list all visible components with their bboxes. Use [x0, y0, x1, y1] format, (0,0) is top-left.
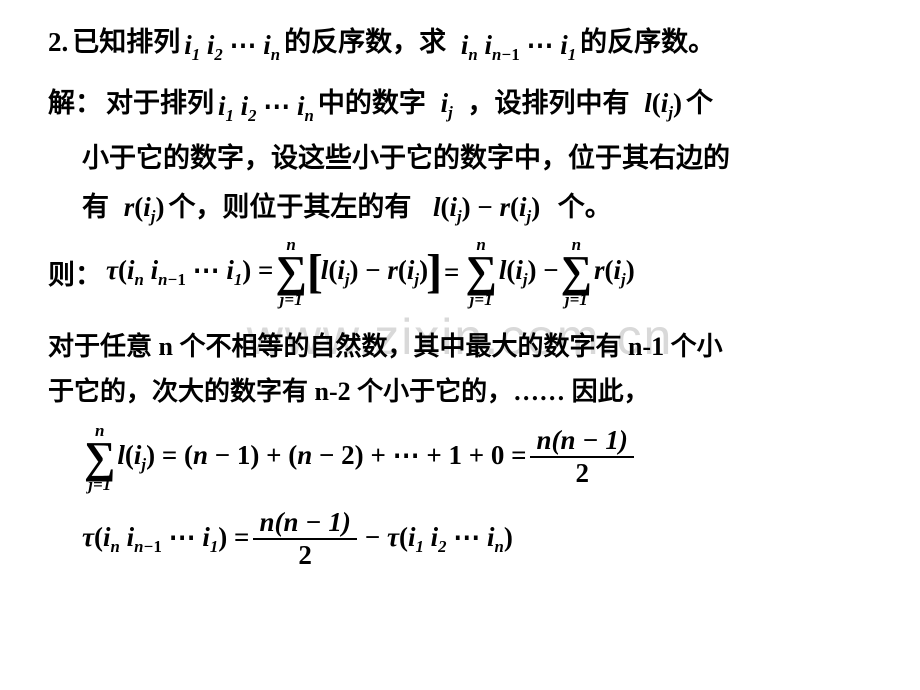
eq1-mid2: l(ij) − — [499, 255, 559, 290]
ij-var: ij — [441, 88, 453, 118]
l-ij: l(ij) — [644, 88, 682, 118]
seq-forward-2: i1 i2 ⋯ in — [218, 91, 314, 126]
eq1-eq: = — [444, 257, 459, 288]
s3-t3: 个。 — [558, 192, 612, 222]
solution-line-2: 小于它的数字，设这些小于它的数字中，位于其右边的 — [48, 136, 892, 175]
s1-t1: 对于排列 — [106, 88, 214, 118]
eq1-mid1: l(ij) − r(ij) — [321, 255, 428, 290]
paragraph-2b: 于它的，次大的数字有 n-2 个小于它的，…… 因此， — [48, 371, 892, 408]
q-text-3: 的反序数。 — [580, 27, 715, 57]
solution-line-3: 有 r(ij) 个，则位于其左的有 l(ij) − r(ij) 个。 — [48, 185, 892, 227]
equation-2: n ∑ j=1 l(ij) = (n − 1) + (n − 2) + ⋯ + … — [48, 422, 892, 493]
sigma-2: n ∑ j=1 — [465, 236, 496, 307]
sol-lead: 解： — [48, 88, 102, 118]
s2-t1: 小于它的数字，设这些小于它的数字中，位于其右边的 — [82, 143, 730, 173]
eq2-lhs: l(ij) = (n − 1) + (n − 2) + ⋯ + 1 + 0 = — [117, 440, 526, 475]
seq-reverse: in in−1 ⋯ i1 — [461, 30, 576, 65]
q-text-2: 的反序数，求 — [284, 27, 446, 57]
q-text-1: 已知排列 — [72, 27, 180, 57]
s1-t2: 中的数字 — [318, 88, 426, 118]
paragraph-2a: 对于任意 n 个不相等的自然数，其中最大的数字有 n-1 个小 — [48, 326, 892, 363]
eq2-fraction: n(n − 1) 2 — [530, 427, 633, 487]
eq3-fraction: n(n − 1) 2 — [253, 509, 356, 569]
eq1-lead: 则： — [48, 253, 102, 292]
eq3-lhs: τ(in in−1 ⋯ i1) = — [82, 522, 249, 557]
sigma-1: n ∑ j=1 — [275, 236, 306, 307]
s3-t2: 个，则位于其左的有 — [168, 192, 411, 222]
equation-1: 则： τ(in in−1 ⋯ i1) = n ∑ j=1 [ l(ij) − r… — [48, 236, 892, 307]
sigma-3: n ∑ j=1 — [561, 236, 592, 307]
q-number: 2. — [48, 27, 68, 57]
sigma-4: n ∑ j=1 — [84, 422, 115, 493]
seq-forward: i1 i2 ⋯ in — [184, 30, 280, 65]
l-minus-r: l(ij) − r(ij) — [433, 192, 547, 222]
r-ij: r(ij) — [124, 192, 165, 222]
eq3-rhs: − τ(i1 i2 ⋯ in) — [365, 522, 513, 557]
s1-t3: ，设排列中有 — [468, 88, 630, 118]
equation-3: τ(in in−1 ⋯ i1) = n(n − 1) 2 − τ(i1 i2 ⋯… — [48, 509, 892, 569]
s1-t4: 个 — [686, 88, 713, 118]
eq1-mid3: r(ij) — [594, 255, 635, 290]
question-line: 2. 已知排列 i1 i2 ⋯ in 的反序数，求 in in−1 ⋯ i1 的… — [48, 20, 892, 65]
solution-line-1: 解： 对于排列 i1 i2 ⋯ in 中的数字 ij ，设排列中有 l(ij) … — [48, 81, 892, 126]
eq1-lhs: τ(in in−1 ⋯ i1) = — [106, 255, 273, 290]
s3-t1: 有 — [82, 192, 109, 222]
